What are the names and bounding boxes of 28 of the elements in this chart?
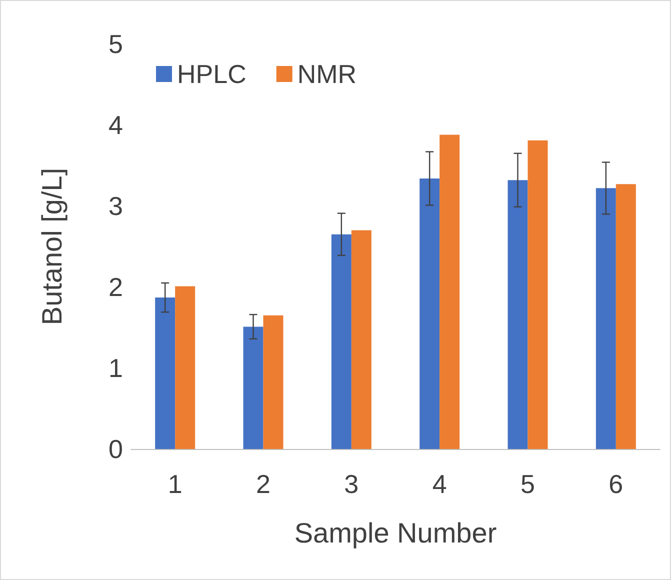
bar bbox=[528, 140, 548, 449]
legend-label: HPLC bbox=[177, 59, 246, 89]
y-tick-label: 5 bbox=[108, 29, 123, 59]
x-axis-title: Sample Number bbox=[294, 518, 497, 548]
x-tick-label: 5 bbox=[520, 469, 535, 499]
bar bbox=[351, 230, 372, 449]
y-tick-label: 2 bbox=[108, 272, 123, 302]
bar bbox=[440, 134, 460, 449]
bar bbox=[175, 286, 196, 449]
bar bbox=[263, 315, 284, 449]
x-tick-label: 2 bbox=[256, 469, 270, 499]
bar bbox=[596, 188, 616, 449]
y-tick-label: 1 bbox=[108, 353, 123, 383]
x-tick-label: 1 bbox=[168, 469, 182, 499]
x-tick-label: 4 bbox=[432, 469, 447, 499]
bar bbox=[508, 180, 528, 449]
bar bbox=[155, 298, 176, 449]
y-tick-label: 4 bbox=[108, 110, 123, 140]
y-tick-label: 0 bbox=[108, 434, 123, 464]
x-tick-label: 6 bbox=[608, 469, 624, 499]
legend-label: NMR bbox=[297, 59, 357, 89]
bar bbox=[420, 178, 440, 449]
bar bbox=[616, 184, 636, 449]
y-axis-title: Butanol [g/L] bbox=[36, 168, 68, 326]
bar bbox=[331, 234, 352, 449]
y-tick-label: 3 bbox=[108, 191, 123, 221]
x-tick-label: 3 bbox=[344, 469, 359, 499]
bar bbox=[243, 326, 264, 449]
